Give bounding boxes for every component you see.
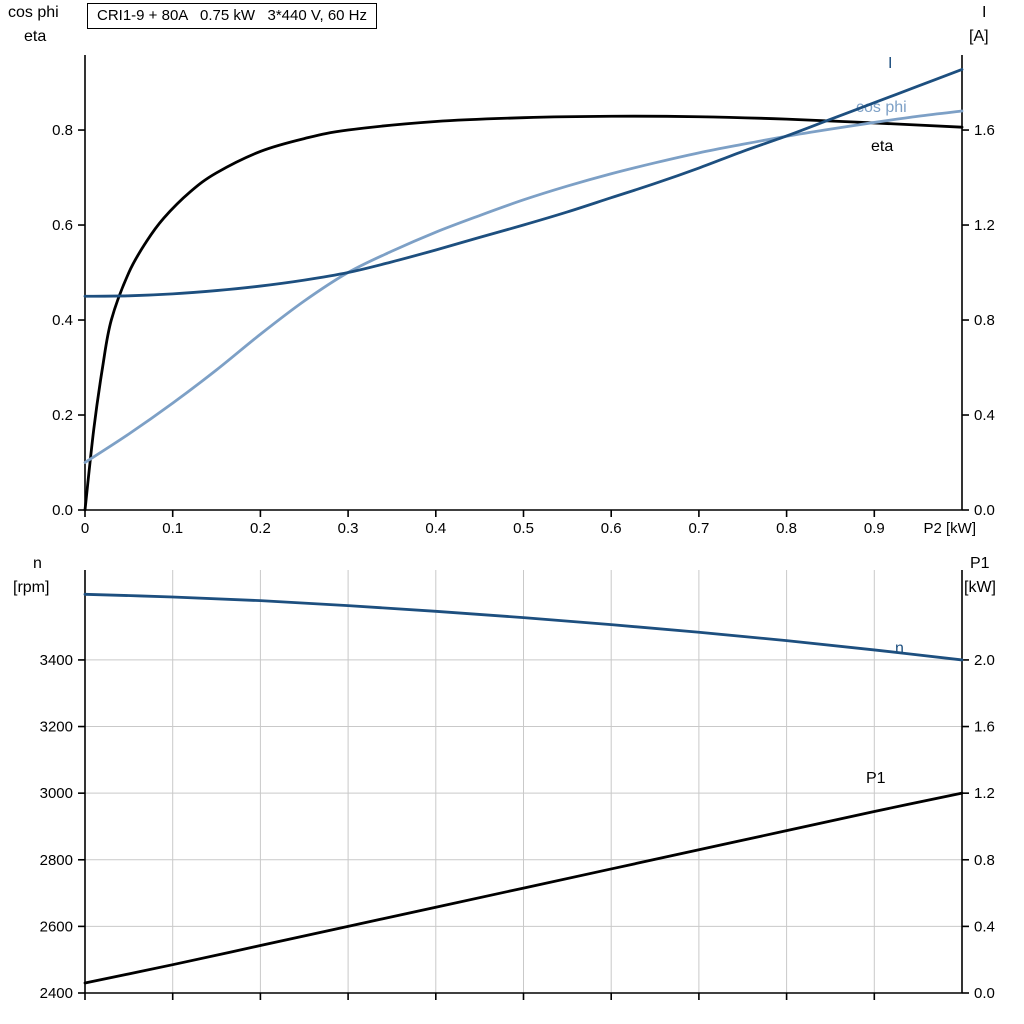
x-axis-unit-label: P2 [kW]	[923, 520, 976, 537]
bottom-right-axis-label-line2: [kW]	[964, 579, 996, 596]
x-tick-label: 0.9	[864, 520, 885, 537]
left-tick-label: 0.4	[52, 312, 73, 329]
right-tick-label: 0.0	[974, 502, 995, 519]
x-tick-label: 0.2	[250, 520, 271, 537]
right-tick-label: 0.8	[974, 312, 995, 329]
left-tick-label: 2600	[40, 918, 73, 935]
right-tick-label: 1.6	[974, 122, 995, 139]
left-tick-label: 3400	[40, 652, 73, 669]
right-tick-label: 1.2	[974, 785, 995, 802]
x-tick-label: 0.4	[425, 520, 446, 537]
curve-label-P1: P1	[866, 770, 886, 787]
x-tick-label: 0.8	[776, 520, 797, 537]
left-tick-label: 0.8	[52, 122, 73, 139]
top-right-axis-label-line1: I	[982, 4, 987, 21]
x-tick-label: 0.5	[513, 520, 534, 537]
top-left-axis-label-line1: cos phi	[8, 4, 59, 21]
left-tick-label: 2400	[40, 985, 73, 1002]
left-tick-label: 0.6	[52, 217, 73, 234]
right-tick-label: 0.0	[974, 985, 995, 1002]
curve-cos-phi	[83, 109, 964, 464]
curve-n	[83, 592, 964, 662]
curve-eta	[83, 114, 964, 512]
left-tick-label: 3000	[40, 785, 73, 802]
bottom-left-axis-label-line2: [rpm]	[13, 579, 50, 596]
left-tick-label: 3200	[40, 719, 73, 736]
chart-title-box: CRI1-9 + 80A 0.75 kW 3*440 V, 60 Hz	[87, 3, 378, 29]
x-tick-label: 0	[81, 520, 89, 537]
x-tick-label: 0.3	[338, 520, 359, 537]
x-tick-label: 0.1	[162, 520, 183, 537]
left-tick-label: 0.0	[52, 502, 73, 519]
curve-label-cos-phi: cos phi	[856, 99, 907, 116]
curve-label-eta: eta	[871, 138, 893, 155]
right-tick-label: 2.0	[974, 652, 995, 669]
x-tick-label: 0.7	[688, 520, 709, 537]
top-right-axis-label-line2: [A]	[969, 28, 989, 45]
left-tick-label: 2800	[40, 852, 73, 869]
right-tick-label: 0.4	[974, 918, 995, 935]
curve-P1	[83, 791, 964, 985]
right-tick-label: 1.6	[974, 719, 995, 736]
x-tick-label: 0.6	[601, 520, 622, 537]
top-left-axis-label-line2: eta	[24, 28, 47, 45]
curve-label-n: n	[895, 640, 904, 657]
right-tick-label: 1.2	[974, 217, 995, 234]
curve-label-I: I	[888, 55, 892, 72]
right-tick-label: 0.8	[974, 852, 995, 869]
right-tick-label: 0.4	[974, 407, 995, 424]
curve-I	[83, 68, 964, 298]
bottom-left-axis-label-line1: n	[33, 555, 42, 572]
bottom-right-axis-label-line1: P1	[970, 555, 990, 572]
left-tick-label: 0.2	[52, 407, 73, 424]
